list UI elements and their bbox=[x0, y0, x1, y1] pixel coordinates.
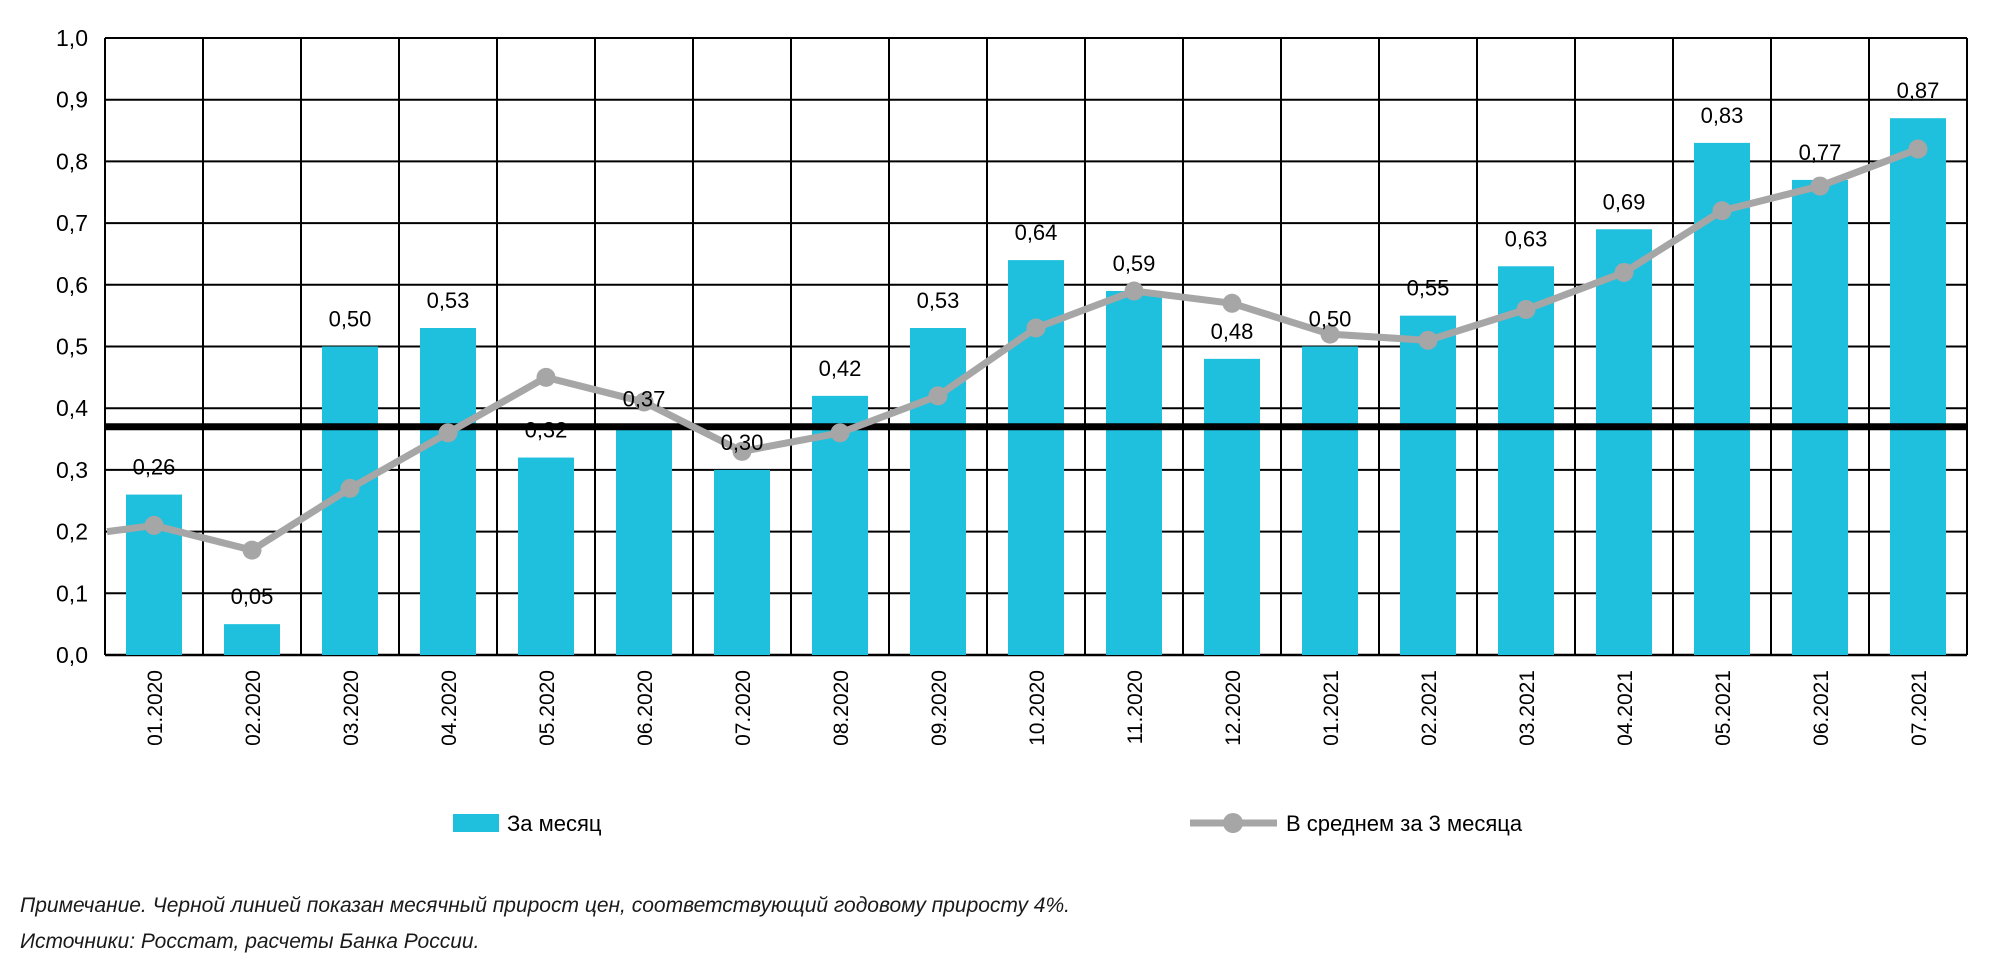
bar-value-label: 0,05 bbox=[231, 584, 274, 609]
x-tick-label-09.2020: 09.2020 bbox=[928, 670, 951, 746]
bar-value-label: 0,32 bbox=[525, 418, 568, 443]
average-line-marker-05.2021 bbox=[1712, 201, 1732, 221]
bar-value-label: 0,26 bbox=[133, 455, 176, 480]
x-tick-label-03.2021: 03.2021 bbox=[1516, 670, 1539, 746]
y-tick-label: 0,8 bbox=[56, 148, 88, 174]
legend-line-marker-icon bbox=[1223, 813, 1243, 833]
bar-value-label: 0,63 bbox=[1505, 226, 1548, 251]
bar-value-label: 0,37 bbox=[623, 387, 666, 412]
bar-value-label: 0,30 bbox=[721, 430, 764, 455]
legend-bar-swatch bbox=[453, 814, 499, 832]
x-tick-label-04.2020: 04.2020 bbox=[438, 670, 461, 746]
average-line-marker-06.2020 bbox=[634, 392, 654, 412]
x-tick-label-06.2020: 06.2020 bbox=[634, 670, 657, 746]
average-line-marker-03.2021 bbox=[1516, 299, 1536, 319]
x-tick-label-05.2020: 05.2020 bbox=[536, 670, 559, 746]
y-tick-label: 0,9 bbox=[56, 87, 88, 113]
bar-value-label: 0,77 bbox=[1799, 140, 1842, 165]
bar-02.2021 bbox=[1400, 315, 1456, 655]
x-tick-label-08.2020: 08.2020 bbox=[830, 670, 853, 746]
x-tick-label-03.2020: 03.2020 bbox=[340, 670, 363, 746]
bar-value-label: 0,64 bbox=[1015, 220, 1058, 245]
x-tick-label-07.2021: 07.2021 bbox=[1908, 670, 1931, 746]
average-line-marker-09.2020 bbox=[928, 386, 948, 406]
average-line-marker-11.2020 bbox=[1124, 281, 1144, 301]
bar-12.2020 bbox=[1204, 358, 1260, 655]
plot-area: 0,0 0,1 0,2 0,3 0,4 0,5 0,6 0,7 0,8 0,9 1,0 0,26 0,0… bbox=[56, 25, 1968, 746]
y-tick-label: 0,0 bbox=[56, 642, 88, 668]
x-tick-label-01.2020: 01.2020 bbox=[144, 670, 167, 746]
average-line-marker-01.2021 bbox=[1320, 324, 1340, 344]
average-line-marker-02.2021 bbox=[1418, 330, 1438, 350]
bar-07.2020 bbox=[714, 469, 770, 655]
average-line-marker-02.2020 bbox=[242, 540, 262, 560]
average-line-marker-10.2020 bbox=[1026, 318, 1046, 338]
x-tick-label-01.2021: 01.2021 bbox=[1320, 670, 1343, 746]
average-line-marker-04.2020 bbox=[438, 423, 458, 443]
average-line-marker-05.2020 bbox=[536, 367, 556, 387]
x-tick-label-02.2021: 02.2021 bbox=[1418, 670, 1441, 746]
bar-06.2021 bbox=[1792, 179, 1848, 655]
y-tick-label: 0,6 bbox=[56, 272, 88, 298]
average-line-marker-01.2020 bbox=[144, 515, 164, 535]
average-line-marker-03.2020 bbox=[340, 478, 360, 498]
x-tick-label-10.2020: 10.2020 bbox=[1026, 670, 1049, 746]
bar-07.2021 bbox=[1890, 118, 1946, 655]
average-line-marker-12.2020 bbox=[1222, 293, 1242, 313]
x-tick-label-06.2021: 06.2021 bbox=[1810, 670, 1833, 746]
x-tick-label-02.2020: 02.2020 bbox=[242, 670, 265, 746]
bar-01.2021 bbox=[1302, 346, 1358, 655]
chart-sources: Источники: Росстат, расчеты Банка России… bbox=[20, 930, 480, 953]
bar-value-label: 0,87 bbox=[1897, 78, 1940, 103]
monthly-price-growth-chart: 0,0 0,1 0,2 0,3 0,4 0,5 0,6 0,7 0,8 0,9 1,0 0,26 0,0… bbox=[56, 25, 1968, 836]
x-tick-label-11.2020: 11.2020 bbox=[1124, 670, 1147, 744]
legend-bar-label: За месяц bbox=[507, 811, 602, 836]
bar-value-label: 0,59 bbox=[1113, 251, 1156, 276]
average-line-marker-04.2021 bbox=[1614, 262, 1634, 282]
x-tick-label-07.2020: 07.2020 bbox=[732, 670, 755, 746]
y-tick-label: 0,2 bbox=[56, 519, 88, 545]
bar-05.2020 bbox=[518, 457, 574, 655]
bar-value-label: 0,48 bbox=[1211, 319, 1254, 344]
bar-11.2020 bbox=[1106, 290, 1162, 655]
bar-06.2020 bbox=[616, 426, 672, 655]
x-tick-label-12.2020: 12.2020 bbox=[1222, 670, 1245, 746]
x-tick-label-05.2021: 05.2021 bbox=[1712, 670, 1735, 746]
y-tick-label: 0,1 bbox=[56, 580, 88, 606]
x-tick-label-04.2021: 04.2021 bbox=[1614, 670, 1637, 746]
bar-value-label: 0,53 bbox=[427, 288, 470, 313]
y-tick-label: 0,5 bbox=[56, 334, 88, 360]
y-tick-label: 1,0 bbox=[56, 25, 88, 51]
bar-03.2021 bbox=[1498, 266, 1554, 655]
bar-value-label: 0,83 bbox=[1701, 103, 1744, 128]
average-line-marker-07.2021 bbox=[1908, 139, 1928, 159]
bar-value-label: 0,42 bbox=[819, 356, 862, 381]
bar-04.2021 bbox=[1596, 229, 1652, 655]
y-tick-label: 0,3 bbox=[56, 457, 88, 483]
bar-value-label: 0,69 bbox=[1603, 189, 1646, 214]
average-line bbox=[106, 145, 1920, 554]
bar-04.2020 bbox=[420, 327, 476, 655]
bar-value-label: 0,50 bbox=[1309, 307, 1352, 332]
y-tick-label: 0,4 bbox=[56, 395, 88, 421]
bar-09.2020 bbox=[910, 327, 966, 655]
bar-05.2021 bbox=[1694, 142, 1750, 655]
legend-line-label: В среднем за 3 месяца bbox=[1286, 811, 1523, 836]
bar-value-label: 0,53 bbox=[917, 288, 960, 313]
bar-value-label: 0,50 bbox=[329, 307, 372, 332]
bar-02.2020 bbox=[224, 624, 280, 655]
average-line-marker-06.2021 bbox=[1810, 176, 1830, 196]
average-line-marker-07.2020 bbox=[732, 441, 752, 461]
chart-legend: За месяц В среднем за 3 месяца bbox=[453, 811, 1523, 836]
chart-note: Примечание. Черной линией показан месячн… bbox=[20, 894, 1070, 917]
y-tick-label: 0,7 bbox=[56, 210, 88, 236]
average-line-marker-08.2020 bbox=[830, 423, 850, 443]
bar-value-label: 0,55 bbox=[1407, 276, 1450, 301]
